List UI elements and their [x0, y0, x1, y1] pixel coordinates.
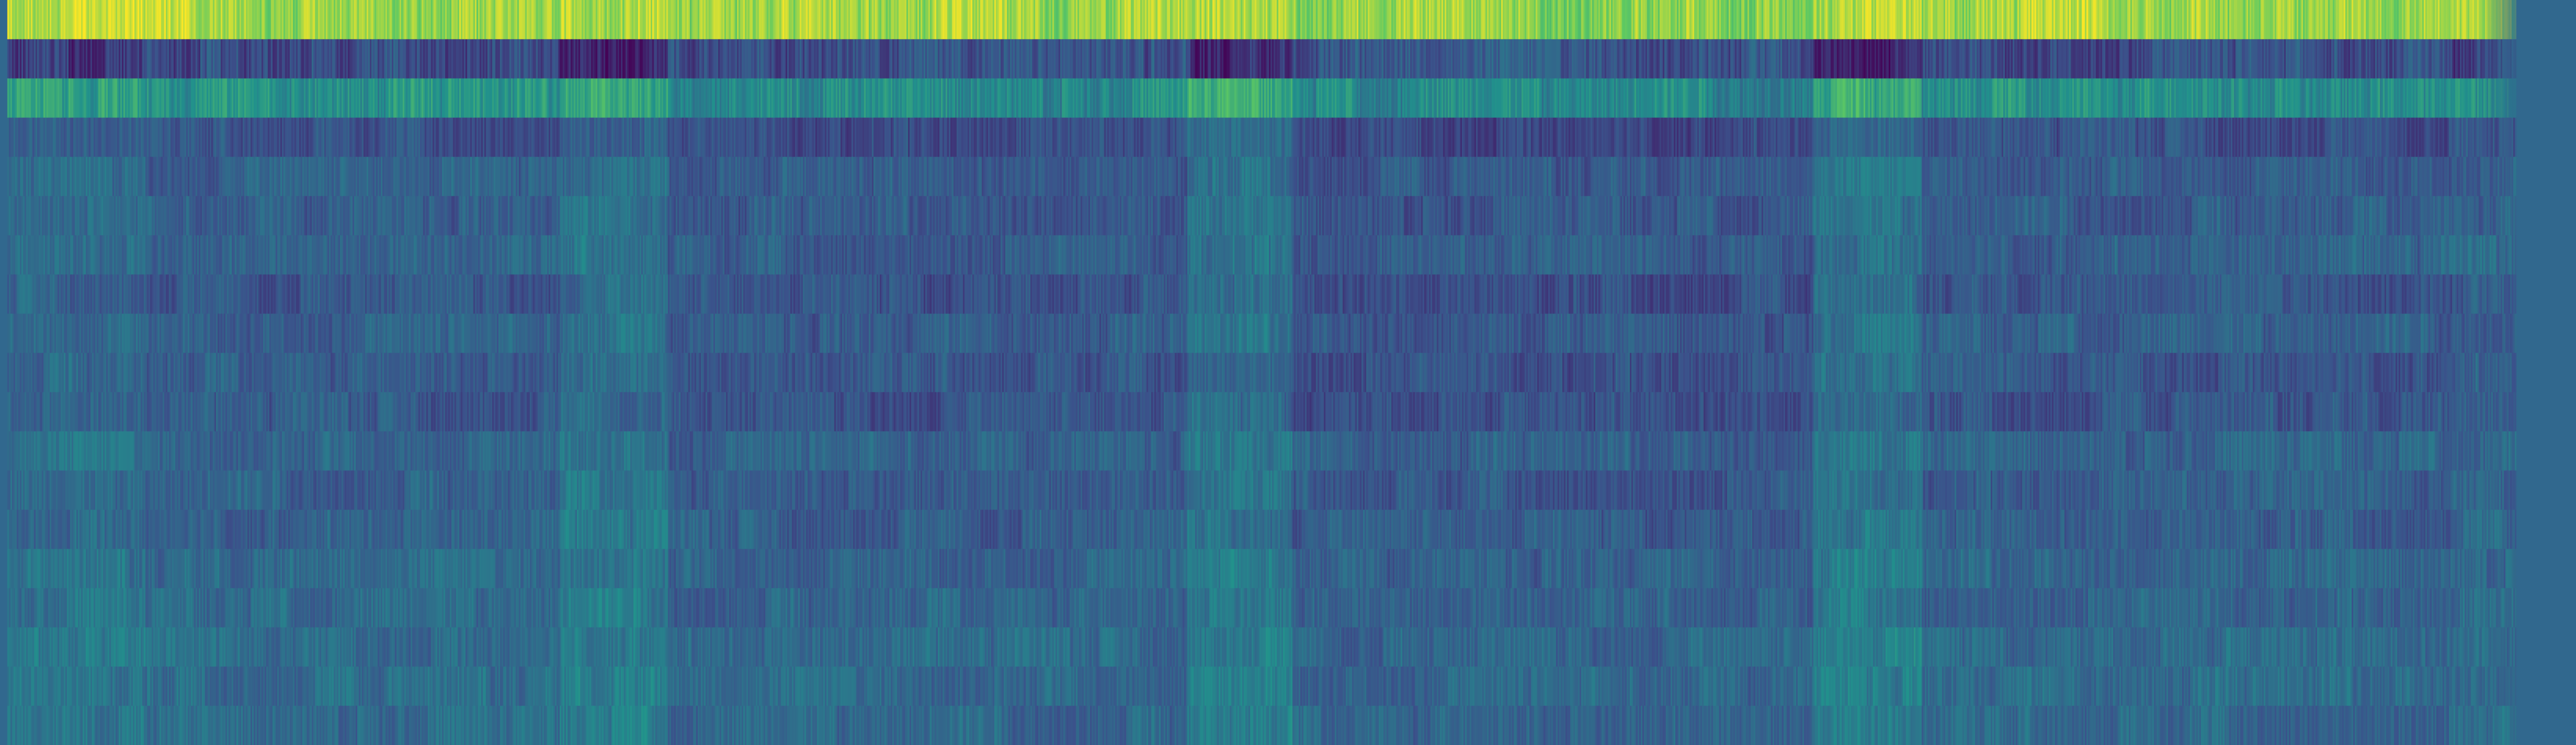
heatmap-plot-area — [0, 0, 2576, 745]
heatmap-chart — [0, 0, 2576, 745]
